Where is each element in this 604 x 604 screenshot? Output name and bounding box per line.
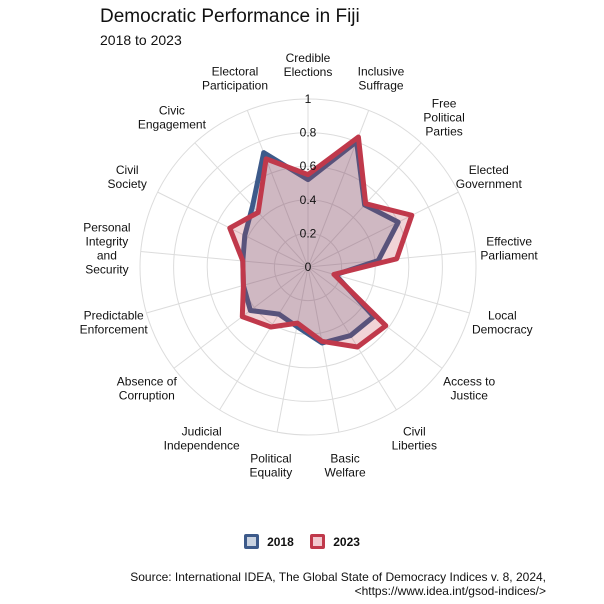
axis-label-4: Effective Parliament <box>480 234 538 262</box>
axis-label-9: Political Equality <box>250 452 293 480</box>
grid-spoke-13 <box>140 251 309 268</box>
grid-spoke-8 <box>307 266 340 433</box>
tick-label-0.2: 0.2 <box>300 226 317 240</box>
axis-label-13: Personal Integrity and Security <box>83 220 130 276</box>
axis-label-1: Inclusive Suffrage <box>358 65 405 93</box>
chart-title: Democratic Performance in Fiji <box>100 6 360 27</box>
legend-label-2018: 2018 <box>267 534 294 549</box>
tick-label-0.6: 0.6 <box>300 159 317 173</box>
series-2023-polygon <box>227 134 415 350</box>
axis-label-8: Basic Welfare <box>325 452 366 480</box>
axis-label-3: Elected Government <box>456 163 523 191</box>
axis-label-14: Civil Society <box>108 163 147 191</box>
grid-spoke-9 <box>276 266 309 433</box>
axis-label-10: Judicial Independence <box>164 425 240 453</box>
tick-label-0.4: 0.4 <box>300 193 317 207</box>
legend-item-2023: 2023 <box>310 534 360 549</box>
source-note: Source: International IDEA, The Global S… <box>130 570 546 598</box>
axis-label-11: Absence of Corruption <box>117 375 178 403</box>
axis-label-12: Predictable Enforcement <box>80 308 149 336</box>
legend-swatch-2018 <box>244 534 260 549</box>
grid-spoke-3 <box>307 191 459 268</box>
grid-spoke-7 <box>307 266 397 411</box>
grid-spoke-16 <box>246 110 309 268</box>
grid-spoke-10 <box>219 266 309 411</box>
axis-label-2: Free Political Parties <box>423 97 464 139</box>
legend-item-2018: 2018 <box>244 534 294 549</box>
legend: 2018 2023 <box>0 534 604 554</box>
grid-spoke-12 <box>146 266 309 314</box>
axis-label-16: Electoral Participation <box>202 65 268 93</box>
axis-label-7: Civil Liberties <box>392 425 437 453</box>
tick-label-0: 0 <box>305 260 312 274</box>
tick-label-1: 1 <box>305 92 312 106</box>
axis-label-5: Local Democracy <box>472 308 533 336</box>
axis-label-0: Credible Elections <box>284 51 333 79</box>
chart-subtitle: 2018 to 2023 <box>100 32 182 48</box>
legend-swatch-2023 <box>310 534 326 549</box>
axis-label-6: Access to Justice <box>443 375 495 403</box>
legend-label-2023: 2023 <box>333 534 360 549</box>
axis-label-15: Civic Engagement <box>138 104 207 132</box>
tick-label-0.8: 0.8 <box>300 126 317 140</box>
